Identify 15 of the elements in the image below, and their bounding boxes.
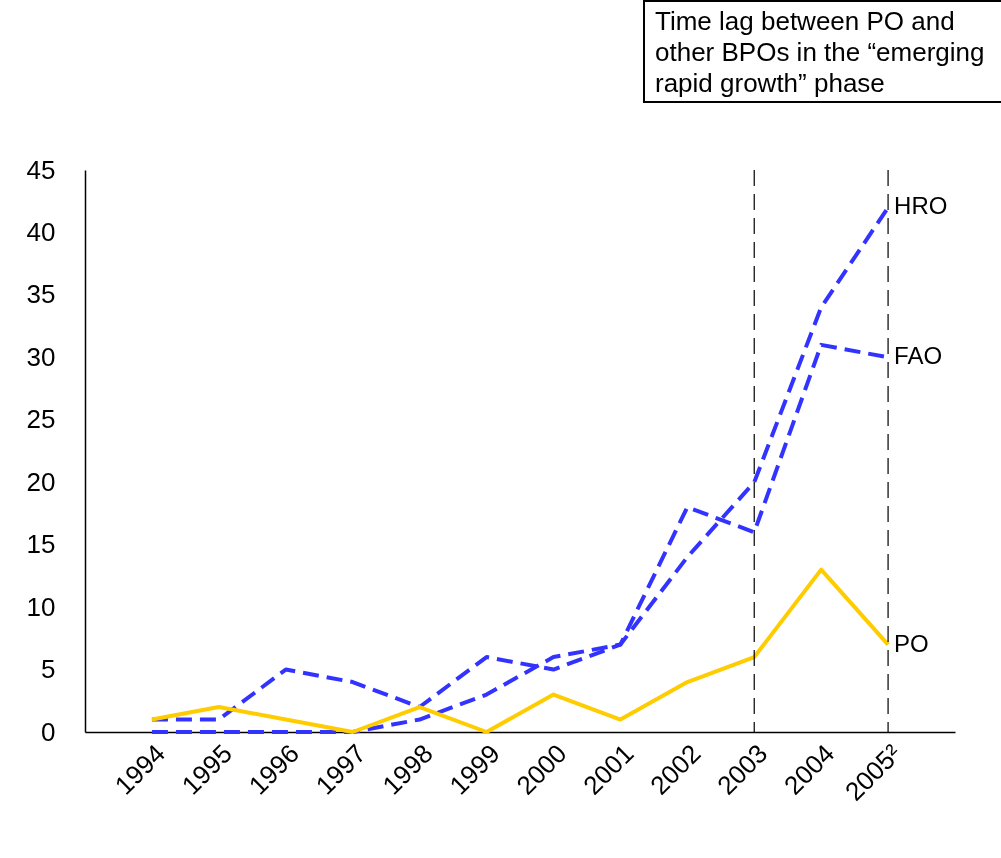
line-series [149, 567, 891, 734]
series-label: HRO [894, 192, 948, 220]
y-tick-label: 15 [26, 529, 56, 560]
series-label: FAO [894, 342, 943, 370]
series-label: PO [894, 629, 929, 657]
text: Time lag between PO and other BPOs in the “emerging rapid growth” phase [643, 0, 1001, 103]
y-tick-label: 40 [26, 216, 56, 247]
y-tick-label: 25 [26, 404, 56, 435]
y-tick-label: 30 [26, 341, 56, 372]
y-tick-label: 35 [26, 279, 56, 310]
y-tick-label: 10 [26, 591, 56, 622]
y-tick-label: 5 [41, 654, 56, 685]
y-tick-label: 20 [26, 466, 56, 497]
y-tick-label: 45 [26, 154, 56, 185]
y-tick-label: 0 [41, 716, 56, 747]
